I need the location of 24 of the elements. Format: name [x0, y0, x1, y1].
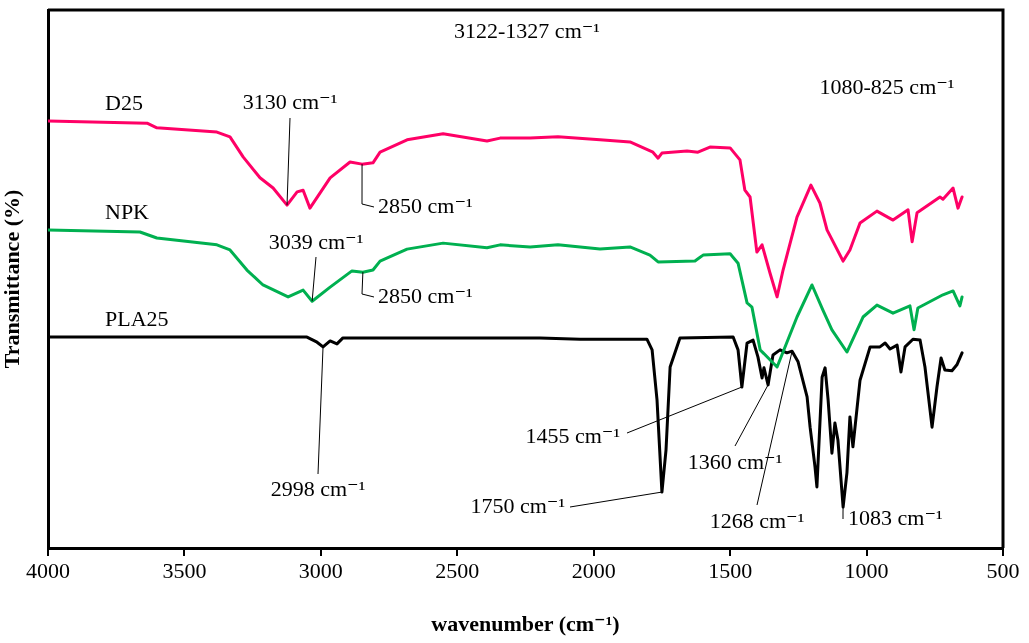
annotation: 3039 cm⁻¹ — [268, 228, 364, 254]
x-tick-label: 500 — [986, 557, 1020, 583]
x-tick-label: 2000 — [571, 557, 616, 583]
x-tick-label: 3000 — [298, 557, 343, 583]
annotation: 2998 cm⁻¹ — [270, 475, 366, 501]
x-tick-label: 2500 — [435, 557, 480, 583]
annotation: 1268 cm⁻¹ — [709, 507, 805, 533]
x-tick-label: 3500 — [162, 557, 207, 583]
x-tick-label: 4000 — [26, 557, 70, 583]
series-label: D25 — [105, 89, 143, 115]
series-label: PLA25 — [105, 305, 169, 331]
x-tick-label: 1000 — [844, 557, 889, 583]
text: 3122-1327 cm⁻¹ — [454, 17, 600, 43]
annotation: 2850 cm⁻¹ — [378, 282, 473, 308]
annotation: 1083 cm⁻¹ — [848, 504, 943, 530]
x-tick-label: 1500 — [708, 557, 753, 583]
annotation: 1750 cm⁻¹ — [470, 492, 565, 518]
series-label: NPK — [105, 198, 150, 224]
annotation: 2850 cm⁻¹ — [378, 192, 473, 218]
annotation: 1455 cm⁻¹ — [525, 422, 620, 448]
x-axis-title: wavenumber (cm⁻¹) — [431, 611, 620, 637]
text: 1080-825 cm⁻¹ — [819, 73, 955, 99]
y-axis-title: Transmittance (%) — [0, 189, 24, 369]
annotation: 3130 cm⁻¹ — [242, 88, 338, 114]
